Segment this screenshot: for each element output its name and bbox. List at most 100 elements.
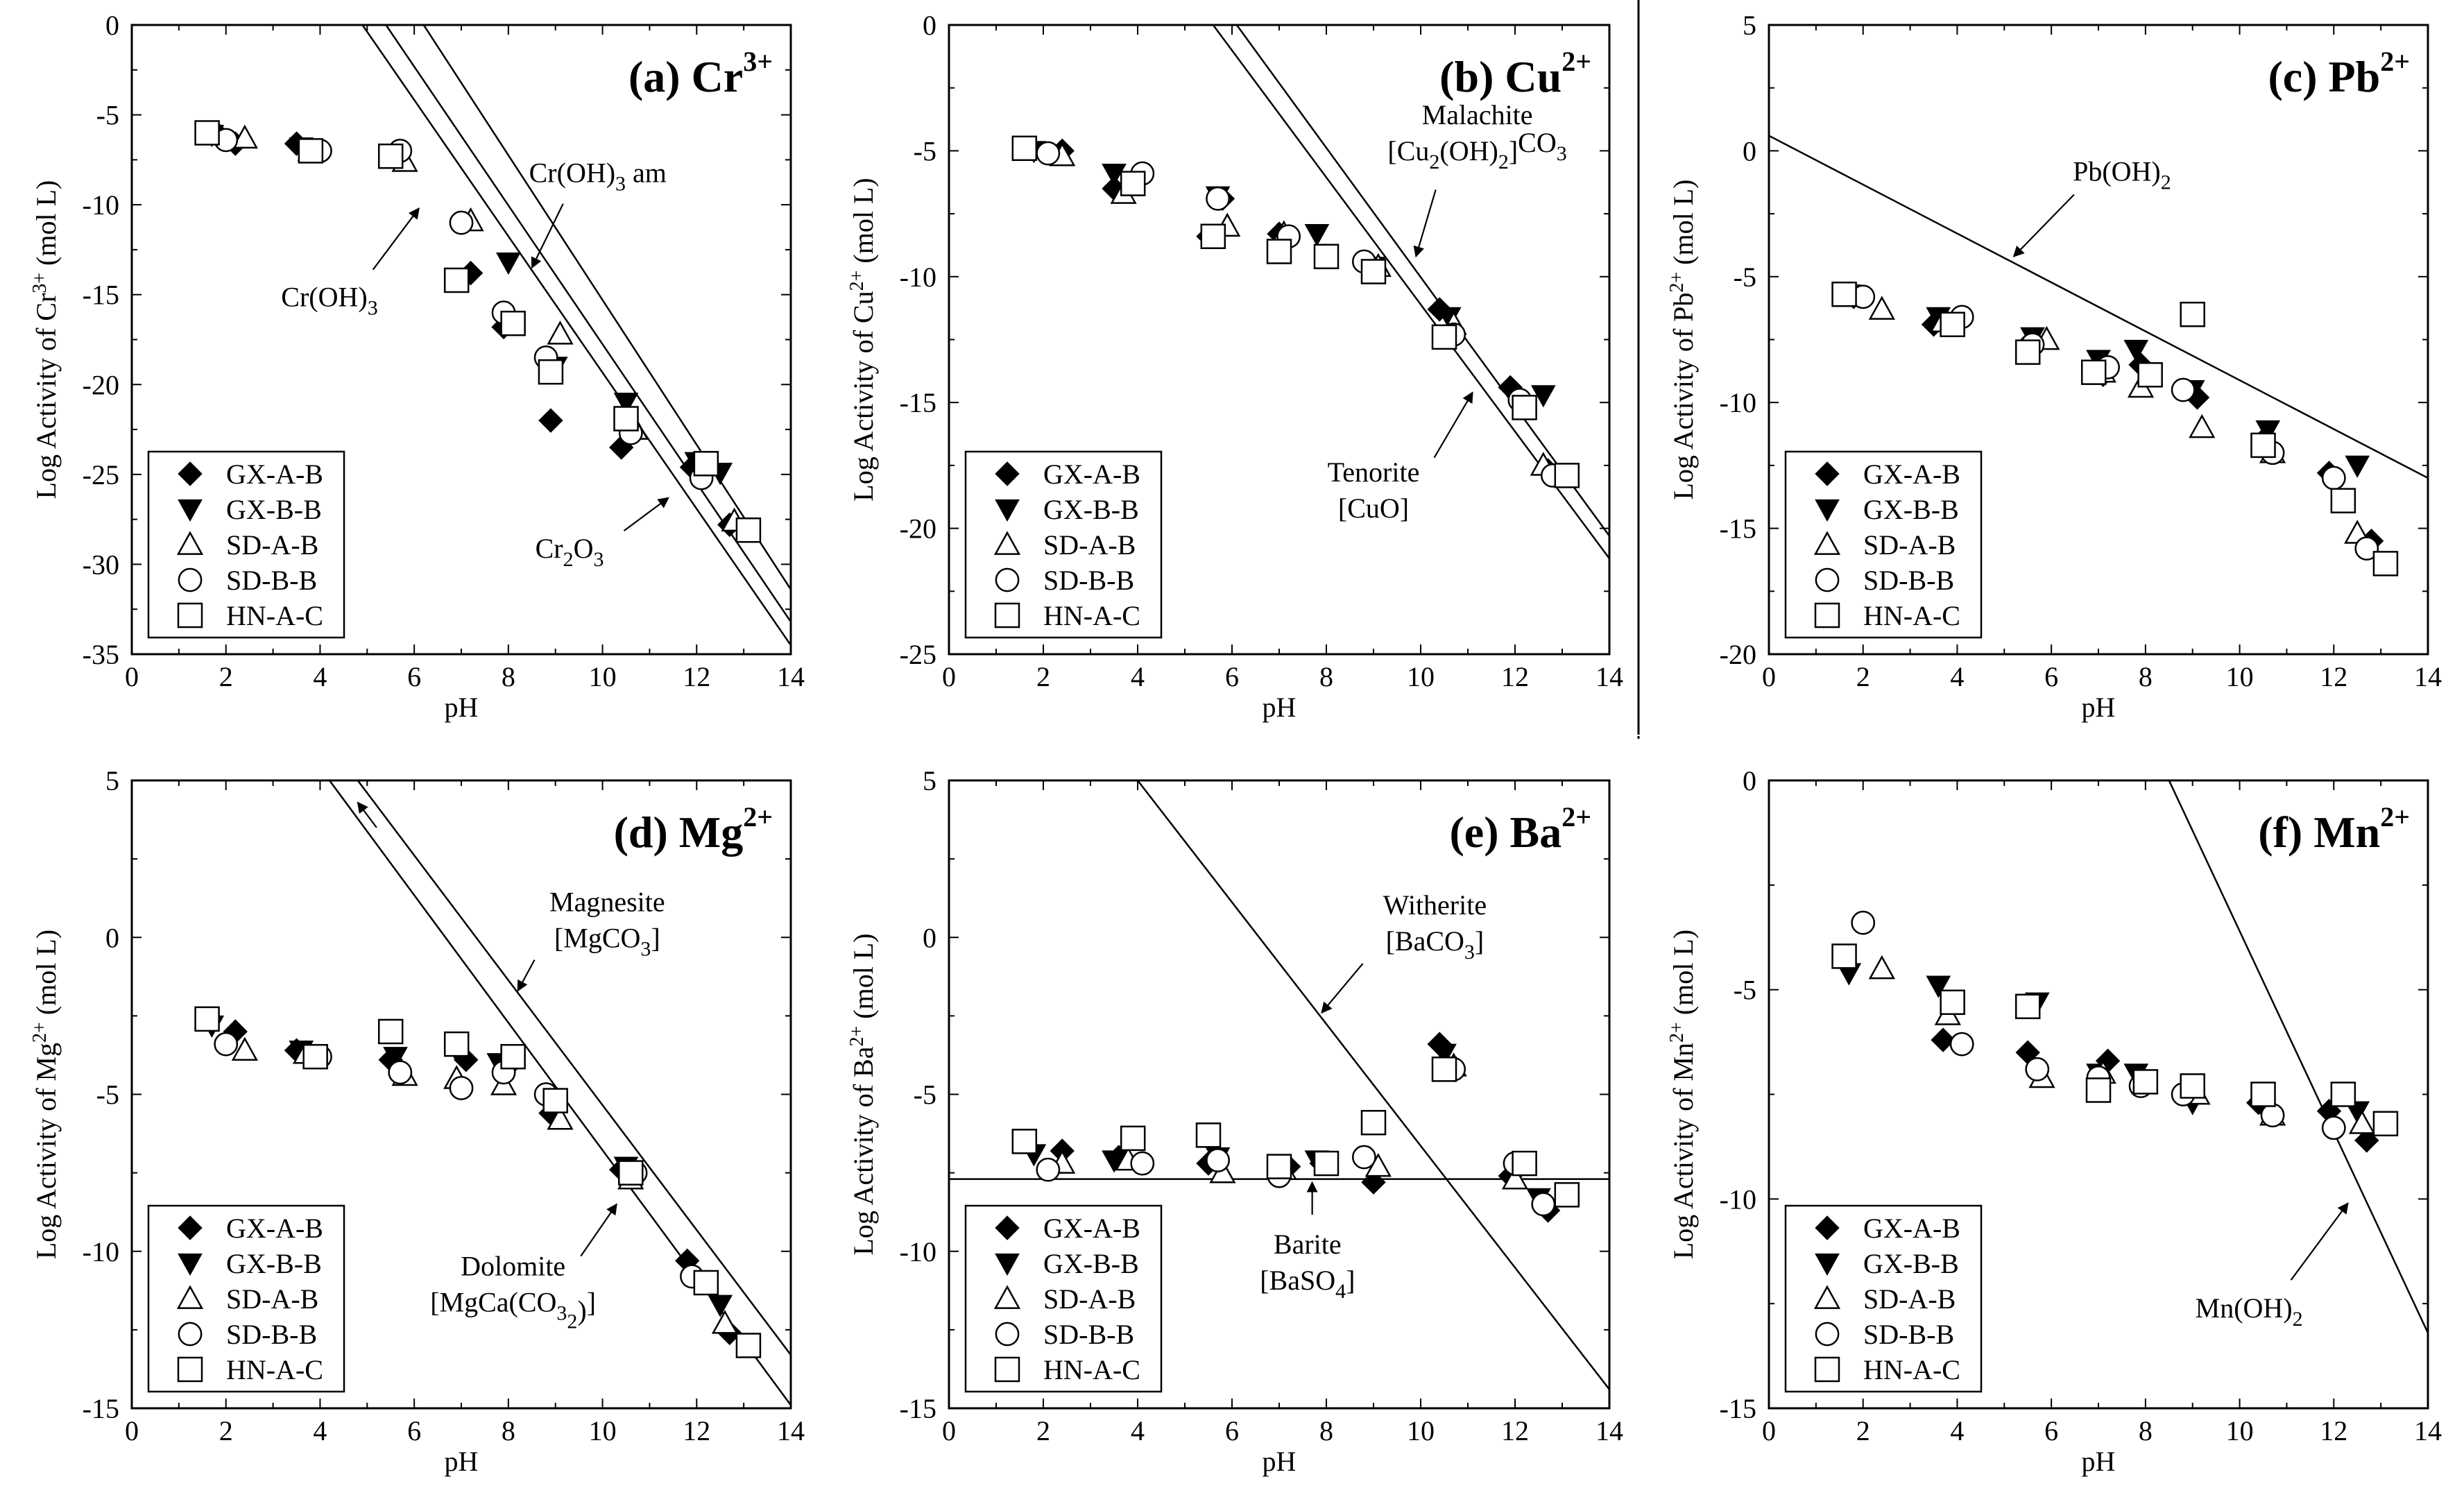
y-tick-label: -5 — [96, 1079, 119, 1111]
x-tick-label: 4 — [1950, 661, 1964, 692]
legend-marker — [1814, 1356, 1840, 1383]
data-point — [449, 1076, 474, 1100]
legend-entry: SD-B-B — [1863, 565, 1954, 596]
x-axis-label: pH — [1263, 692, 1297, 723]
text-span: Tenorite — [1328, 456, 1420, 488]
data-point — [1851, 910, 1876, 935]
x-tick-label: 14 — [2414, 1415, 2442, 1446]
text-span: [Cu — [1387, 135, 1429, 166]
data-point — [2014, 339, 2041, 365]
legend: GX-A-B GX-B-B SD-A-B SD-B-B HN-A-C — [1784, 1204, 1983, 1393]
data-point — [542, 1088, 568, 1113]
x-tick-label: 6 — [407, 1415, 421, 1446]
y-tick-label: -20 — [1720, 639, 1756, 670]
y-tick-label: -15 — [83, 1393, 119, 1424]
text-span: [BaSO — [1260, 1265, 1335, 1296]
data-point — [1130, 1151, 1155, 1176]
data-point — [377, 1018, 404, 1045]
data-point — [1313, 243, 1340, 270]
data-point — [1352, 1145, 1376, 1170]
data-point — [2080, 359, 2107, 385]
legend-entry: SD-B-B — [1863, 1319, 1954, 1350]
legend: GX-A-B GX-B-B SD-A-B SD-B-B HN-A-C — [964, 1204, 1163, 1393]
y-tick-label: -15 — [900, 387, 936, 418]
x-tick-label: 10 — [589, 661, 617, 692]
legend-entry: GX-A-B — [1043, 1213, 1140, 1244]
annotation-label: Witherite — [1383, 889, 1487, 921]
data-point — [708, 1294, 733, 1317]
annotation-label: Cr(OH)3 — [281, 281, 377, 319]
legend-entry: HN-A-C — [1863, 600, 1960, 631]
x-tick-label: 6 — [2044, 1415, 2058, 1446]
y-tick-label: -25 — [900, 639, 936, 670]
data-point — [1120, 171, 1146, 196]
legend-marker — [1815, 499, 1840, 522]
stability-lines — [1769, 135, 2428, 479]
annotation-arrow — [1413, 189, 1437, 258]
data-point — [1011, 1129, 1038, 1154]
data-point — [693, 1270, 719, 1296]
annotation-label: Cr2O3 — [536, 533, 604, 571]
x-tick-label: 12 — [1501, 661, 1529, 692]
data-point — [1431, 1057, 1457, 1082]
annotation-arrow — [372, 207, 420, 271]
annotation: Cr2O3 — [536, 497, 669, 571]
text-span: 2+ — [29, 1022, 51, 1043]
text-span: 2+ — [1562, 46, 1591, 77]
legend-entry: SD-B-B — [1043, 565, 1134, 596]
data-point — [1102, 1150, 1127, 1173]
data-point — [1501, 1165, 1529, 1190]
x-tick-label: 0 — [125, 1415, 139, 1446]
panel-title: (b) Cu2+ — [1439, 46, 1591, 101]
data-point — [302, 1043, 328, 1070]
annotation: Witherite [BaCO3] — [1321, 889, 1487, 1014]
legend-entry: SD-A-B — [1043, 1283, 1136, 1315]
annotation-arrow — [623, 497, 669, 532]
annotation-label: Malachite — [1422, 99, 1533, 130]
data-point — [2330, 1082, 2356, 1107]
legend-marker — [178, 461, 203, 486]
data-point — [500, 1043, 526, 1070]
y-axis-label: Log Activity of Ba2+ (mol L) — [846, 933, 879, 1255]
legend-marker — [178, 567, 203, 592]
data-point — [231, 1036, 258, 1061]
legend-entry: SD-B-B — [226, 565, 317, 596]
panel-title: (f) Mn2+ — [2258, 801, 2410, 857]
x-tick-label: 6 — [407, 661, 421, 692]
legend-marker — [1813, 531, 1841, 555]
x-tick-label: 14 — [777, 1415, 805, 1446]
text-span: Log Activity of Mn — [1668, 1043, 1699, 1259]
series-sd-b-b — [1036, 1057, 1556, 1217]
data-point — [1530, 385, 1556, 408]
text-span: Barite — [1274, 1229, 1342, 1260]
x-axis-label: pH — [445, 692, 479, 723]
legend-marker — [177, 602, 203, 629]
data-point — [231, 124, 258, 149]
data-point — [2348, 1110, 2376, 1134]
y-axis-label: Log Activity of Mg2+ (mol L) — [29, 930, 62, 1259]
y-tick-label: -5 — [96, 100, 119, 131]
data-point — [613, 406, 639, 431]
legend-marker — [1815, 1322, 1840, 1347]
text-span: 3 — [615, 172, 626, 195]
data-point — [377, 143, 404, 169]
text-span: 2+ — [1666, 272, 1688, 293]
y-tick-label: 0 — [923, 10, 936, 41]
annotation-label-line2: [MgCa(CO32)] — [430, 1287, 596, 1333]
legend-marker — [1815, 1215, 1840, 1240]
x-tick-label: 0 — [942, 1415, 956, 1446]
annotation-label: Pb(OH)2 — [2073, 155, 2171, 194]
panel-title: (d) Mg2+ — [614, 801, 773, 857]
data-point — [1206, 1148, 1230, 1172]
y-tick-label: -5 — [1734, 262, 1756, 293]
x-tick-label: 2 — [219, 661, 233, 692]
legend-marker — [176, 1285, 204, 1309]
legend-marker — [995, 1322, 1020, 1347]
data-point — [2025, 1057, 2050, 1082]
data-point — [298, 138, 324, 164]
x-tick-label: 6 — [2044, 661, 2058, 692]
x-tick-label: 6 — [1225, 1415, 1239, 1446]
text-span: Log Activity of Cr — [31, 293, 62, 499]
text-span: (mol L) — [848, 933, 879, 1025]
